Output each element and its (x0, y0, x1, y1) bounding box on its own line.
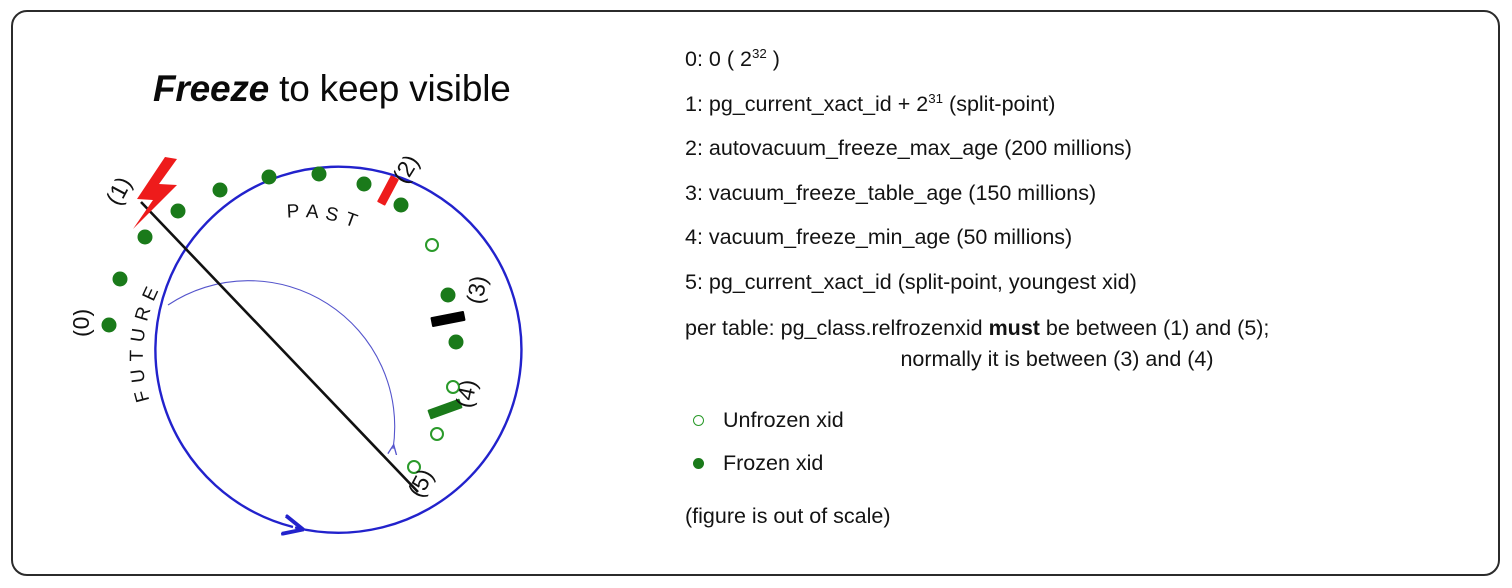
legend-text-panel: 0: 0 ( 232 ) 1: pg_current_xact_id + 231… (685, 34, 1485, 574)
xid-circle-path (154, 165, 523, 533)
threshold-tick-2 (377, 175, 399, 206)
figure-footnote: (figure is out of scale) (685, 504, 891, 528)
marker-label-4: (4) (450, 377, 481, 410)
frozen-xid-dot (212, 182, 228, 198)
note-line-3: 3: vacuum_freeze_table_age (150 millions… (685, 180, 1485, 206)
frozen-xid-dot (356, 176, 372, 192)
diagram-svg: P A S T F U T U R E (73, 150, 523, 567)
past-arc-path (167, 280, 395, 449)
past-label-text: P A S T (286, 201, 360, 233)
per-table-b: be between (1) and (5); (1039, 316, 1270, 340)
unfrozen-xid-icon (685, 414, 711, 426)
marker-label-1: (1) (100, 172, 136, 209)
note-1-text: 1: pg_current_xact_id + 2 (685, 91, 929, 116)
lightning-bolt-icon (133, 157, 177, 229)
legend: Unfrozen xid Frozen xid (685, 405, 1485, 478)
unfrozen-xid-dot (407, 460, 421, 474)
note-1-tail: (split-point) (943, 91, 1056, 116)
threshold-notes-list: 0: 0 ( 232 ) 1: pg_current_xact_id + 231… (685, 46, 1485, 295)
marker-label-0: (0) (73, 309, 94, 337)
unfrozen-xid-dot (425, 238, 439, 252)
threshold-tick-3 (430, 311, 466, 327)
note-line-0: 0: 0 ( 232 ) (685, 46, 1485, 72)
frozen-xid-markers (101, 166, 464, 350)
note-1-sup: 31 (928, 90, 944, 106)
frozen-xid-dot (311, 166, 327, 182)
note-line-2: 2: autovacuum_freeze_max_age (200 millio… (685, 135, 1485, 161)
xid-wraparound-diagram: P A S T F U T U R E (73, 137, 633, 567)
frozen-xid-icon (685, 457, 711, 469)
note-0-sup: 32 (751, 45, 767, 61)
note-line-4: 4: vacuum_freeze_min_age (50 millions) (685, 224, 1485, 250)
unfrozen-xid-markers (407, 238, 460, 474)
frozen-xid-dot (448, 334, 464, 350)
legend-item-unfrozen: Unfrozen xid (685, 405, 1485, 435)
marker-label-3: (3) (461, 274, 491, 306)
xid-circle (154, 165, 523, 533)
unfrozen-xid-dot (446, 380, 460, 394)
frozen-xid-dot (112, 271, 128, 287)
past-label: P A S T (286, 201, 361, 233)
note-0-text: 0: 0 ( 2 (685, 47, 752, 71)
frozen-xid-dot (393, 197, 409, 213)
frozen-xid-dot (440, 287, 456, 303)
note-0-tail: ) (766, 47, 780, 71)
note-5-text: 5: pg_current_xact_id (split-point, youn… (685, 269, 1137, 294)
card-frame: Freeze to keep visible (11, 10, 1500, 576)
legend-label-unfrozen: Unfrozen xid (723, 407, 844, 432)
frozen-xid-dot (261, 169, 277, 185)
frozen-xid-dot (170, 203, 186, 219)
frozen-xid-dot (101, 317, 117, 333)
note-3-text: 3: vacuum_freeze_table_age (150 millions… (685, 180, 1097, 205)
split-point-line (140, 201, 419, 493)
per-table-a: per table: pg_class.relfrozenxid (685, 316, 989, 340)
per-table-note: per table: pg_class.relfrozenxid must be… (685, 313, 1485, 375)
legend-item-frozen: Frozen xid (685, 448, 1485, 478)
note-line-5: 5: pg_current_xact_id (split-point, youn… (685, 269, 1485, 295)
frozen-xid-dot (137, 229, 153, 245)
page-title: Freeze to keep visible (153, 67, 633, 111)
title-emphasis: Freeze (153, 68, 270, 109)
past-sweep-arc (167, 280, 395, 449)
per-table-must: must (988, 316, 1040, 340)
unfrozen-xid-dot (430, 427, 444, 441)
figure-panel: Freeze to keep visible (43, 32, 663, 572)
note-4-text: 4: vacuum_freeze_min_age (50 millions) (685, 225, 1073, 249)
note-2-text: 2: autovacuum_freeze_max_age (200 millio… (685, 136, 1132, 160)
title-rest: to keep visible (269, 68, 511, 109)
legend-label-frozen: Frozen xid (723, 450, 824, 475)
threshold-tick-4 (427, 398, 463, 420)
note-line-1: 1: pg_current_xact_id + 231 (split-point… (685, 91, 1485, 117)
per-table-line-2: normally it is between (3) and (4) (900, 347, 1214, 371)
per-table-line-1: per table: pg_class.relfrozenxid must be… (685, 313, 1485, 344)
